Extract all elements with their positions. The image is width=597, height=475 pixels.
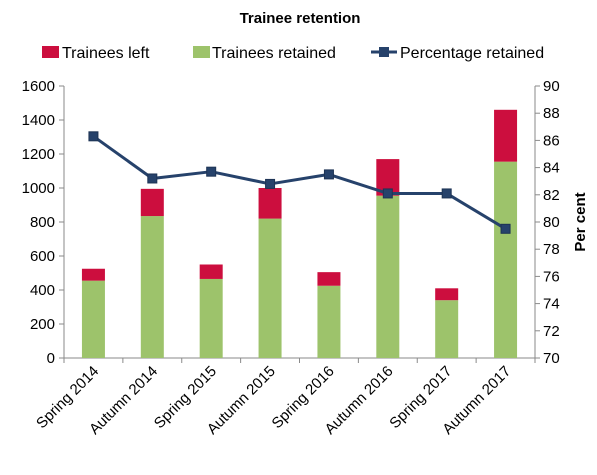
left-tick-label: 0 (47, 350, 55, 367)
point-percentage-retained (88, 131, 99, 142)
bar-trainees-retained (494, 161, 518, 358)
right-tick-label: 76 (543, 268, 560, 285)
legend-swatch-retained (193, 46, 210, 58)
bar-trainees-retained (258, 218, 282, 358)
right-axis-title: Per cent (572, 192, 589, 251)
bar-trainees-left (81, 268, 105, 281)
legend-label-retained: Trainees retained (212, 45, 336, 62)
left-tick-label: 400 (30, 282, 55, 299)
left-tick-label: 1400 (22, 112, 55, 129)
right-tick-label: 80 (543, 214, 560, 231)
left-tick-label: 1200 (22, 146, 55, 163)
point-percentage-retained (441, 188, 452, 199)
left-tick-label: 600 (30, 248, 55, 265)
left-tick-label: 1000 (22, 180, 55, 197)
point-percentage-retained (265, 178, 276, 189)
right-tick-label: 90 (543, 78, 560, 95)
point-percentage-retained (206, 166, 217, 177)
bar-trainees-left (140, 188, 164, 217)
chart-title: Trainee retention (240, 10, 361, 27)
legend: Trainees left Trainees retained Percenta… (42, 45, 544, 62)
legend-swatch-left (42, 46, 59, 58)
bar-trainees-retained (435, 300, 459, 358)
left-tick-label: 800 (30, 214, 55, 231)
plot-area: 0 200 400 600 800 1000 1200 1400 1600 70 72 74 76 78 8… (22, 78, 560, 438)
bar-trainees-left (435, 288, 459, 301)
right-tick-label: 88 (543, 105, 560, 122)
bar-trainees-retained (199, 278, 223, 358)
bar-trainees-left (258, 188, 282, 219)
right-tick-label: 72 (543, 323, 560, 340)
left-tick-label: 200 (30, 316, 55, 333)
right-tick-label: 78 (543, 241, 560, 258)
right-tick-label: 84 (543, 160, 560, 177)
left-tick-label: 1600 (22, 78, 55, 95)
legend-item-retained: Trainees retained (193, 45, 336, 62)
right-tick-label: 86 (543, 132, 560, 149)
legend-item-percentage: Percentage retained (371, 45, 544, 62)
legend-label-left: Trainees left (62, 45, 150, 62)
bar-trainees-retained (140, 216, 164, 358)
right-tick-label: 74 (543, 296, 560, 313)
bar-trainees-left (317, 272, 341, 286)
right-tick-label: 70 (543, 350, 560, 367)
legend-marker-percentage (379, 47, 389, 57)
bar-trainees-left (494, 109, 518, 162)
point-percentage-retained (382, 188, 393, 199)
right-tick-label: 82 (543, 187, 560, 204)
point-percentage-retained (323, 169, 334, 180)
bar-trainees-retained (317, 285, 341, 358)
bar-trainees-left (199, 264, 223, 279)
line-percentage-retained (92, 135, 507, 231)
bar-trainees-retained (376, 195, 400, 358)
bar-trainees-retained (81, 280, 105, 358)
legend-item-left: Trainees left (42, 45, 150, 62)
legend-label-percentage: Percentage retained (400, 45, 544, 62)
bar-trainees-left (376, 159, 400, 196)
point-percentage-retained (500, 223, 511, 234)
point-percentage-retained (147, 173, 158, 184)
